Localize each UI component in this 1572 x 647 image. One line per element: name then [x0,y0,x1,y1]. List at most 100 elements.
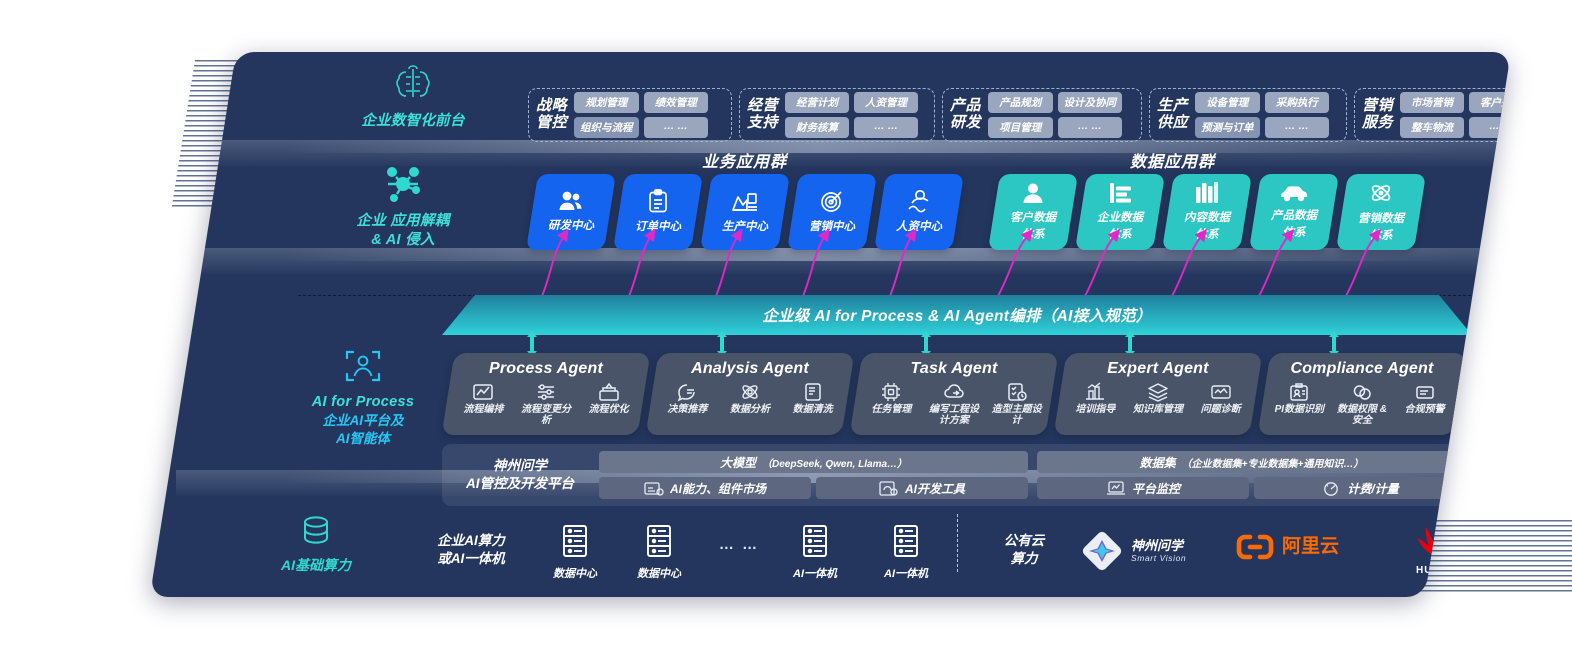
card-label: 研发中心 [548,220,594,233]
tag[interactable]: … … [643,117,709,138]
link-arrow-icon [1329,331,1339,357]
function-label: 数据清洗 [792,404,833,415]
function-label: 编写工程设计方案 [929,404,979,427]
data-card-content[interactable]: 内容数据 体系 [1161,174,1253,250]
agent-card-task[interactable]: Task Agent 任务管理 编写工程设计方案 造型主题设计 [849,353,1059,435]
smartvision-logo [1082,531,1122,571]
group-production[interactable]: 生产 供应 设备管理 采购执行 预测与订单 … … [1149,88,1347,142]
rail-infrastructure: AI基础算力 [231,514,401,574]
layer-infrastructure: AI基础算力 企业AI算力 或AI一体机 数据中心 [236,510,1511,594]
building-icon [1109,182,1131,203]
tag[interactable]: 经营计划 [785,92,850,113]
card-label: 生产中心 [722,220,768,233]
agent-function[interactable]: PI数据识别 [1270,382,1329,415]
bar-label: AI能力、组件市场 [669,481,766,496]
infra-label-line1: 企业AI算力 [437,533,505,548]
agent-function[interactable]: 知识库管理 [1129,382,1188,415]
data-card-marketing[interactable]: 营销数据 体系 [1335,174,1427,250]
agent-card-process[interactable]: Process Agent 流程编排 流程变更分析 流程优化 [441,353,651,435]
infra-node-datacenter-2[interactable]: 数据中心 [620,524,698,581]
dataset-bar[interactable]: 数据集 （企业数据集+专业数据集+通用知识…） [1037,451,1466,473]
agent-card-expert[interactable]: Expert Agent 培训指导 知识库管理 问题诊断 [1053,353,1263,435]
function-label: 知识库管理 [1133,404,1183,415]
group-strategy[interactable]: 战略 管控 规划管理 绩效管理 组织与流程 … … [528,88,732,142]
agent-function[interactable]: 任务管理 [862,382,921,415]
agent-card-compliance[interactable]: Compliance Agent PI数据识别 数据权限 & 安全 合规预 [1257,353,1467,435]
tag[interactable]: … … [1469,117,1512,138]
banner-text: 企业级 AI for Process & AI Agent编排（AI接入规范） [762,308,1152,325]
agent-function[interactable]: 流程变更分析 [517,382,576,427]
agent-function[interactable]: 决策推荐 [658,382,717,415]
infra-label: 数据中心 [553,568,597,580]
data-group-title: 数据应用群 [1130,154,1216,171]
agent-function[interactable]: 培训指导 [1066,382,1125,415]
group-marketing[interactable]: 营销 服务 市场营销 客户关系 整车物流 … … [1354,88,1512,142]
tag[interactable]: 设备管理 [1195,92,1260,113]
tag[interactable]: 人资管理 [854,92,919,113]
ai-devtool-bar[interactable]: AI开发工具 [816,477,1028,499]
infra-node-ai-appliance-2[interactable]: AI一体机 [867,524,945,581]
app-card-hr-center[interactable]: 人资中心 [873,174,965,250]
tag[interactable]: … … [1264,117,1330,138]
database-icon [304,516,328,544]
vendor-smartvision[interactable]: 神州问学 Smart Vision [1081,530,1271,572]
group-name: 生产 供应 [1157,97,1189,131]
speech-bubble-icon [677,384,696,402]
tag[interactable]: 产品规划 [988,92,1053,113]
agent-name: Task Agent [910,360,998,377]
tag[interactable]: 设计及协同 [1057,92,1123,113]
tag[interactable]: 组织与流程 [574,117,639,138]
card-label: 人资中心 [896,221,942,234]
clipboard-icon [649,189,667,213]
ai-market-bar[interactable]: AI能力、组件市场 [599,477,811,499]
app-card-order-center[interactable]: 订单中心 [612,174,704,250]
agent-function[interactable]: 数据分析 [721,382,780,415]
data-card-enterprise[interactable]: 企业数据 体系 [1074,174,1166,250]
data-card-product[interactable]: 产品数据 体系 [1248,174,1340,250]
tag[interactable]: 客户关系 [1469,92,1512,113]
app-card-rnd-center[interactable]: 研发中心 [525,174,617,250]
card-label-2: 体系 [1108,228,1132,241]
agent-function[interactable]: 合规预警 [1395,382,1454,415]
agent-function[interactable]: 流程编排 [454,382,513,415]
dataset-note: （企业数据集+专业数据集+通用知识…） [1181,458,1364,470]
tag[interactable]: 整车物流 [1400,117,1465,138]
business-group-title: 业务应用群 [702,154,788,171]
server-icon [803,525,827,557]
agent-function[interactable]: 流程优化 [579,382,638,415]
infra-node-datacenter-1[interactable]: 数据中心 [536,524,614,581]
vendor-aliyun[interactable]: 阿里云 [1236,534,1416,560]
tag[interactable]: 财务核算 [785,117,850,138]
tag[interactable]: 绩效管理 [643,92,709,113]
billing-bar[interactable]: 计费/计量 [1254,477,1466,499]
users-icon [559,191,582,211]
agent-function[interactable]: 问题诊断 [1191,382,1250,415]
link-arrow-icon [717,331,727,357]
infra-node-ai-appliance-1[interactable]: AI一体机 [776,524,854,581]
app-card-marketing-center[interactable]: 营销中心 [786,174,878,250]
monitor-bar[interactable]: 平台监控 [1037,477,1249,499]
tag[interactable]: 市场营销 [1400,92,1465,113]
llm-label: 大模型 [719,455,756,470]
agent-function[interactable]: 编写工程设计方案 [925,382,984,427]
agent-function[interactable]: 造型主题设计 [987,382,1046,427]
target-icon [821,191,842,213]
tag[interactable]: 规划管理 [574,92,639,113]
llm-bar[interactable]: 大模型 （DeepSeek, Qwen, Llama…） [599,451,1028,473]
tag[interactable]: 采购执行 [1264,92,1330,113]
group-rnd[interactable]: 产品 研发 产品规划 设计及协同 项目管理 … … [942,88,1142,142]
agent-card-analysis[interactable]: Analysis Agent 决策推荐 数据分析 数据清洗 [645,353,855,435]
data-card-customer[interactable]: 客户数据 体系 [987,174,1079,250]
rail-applications: 企业 应用解耦 & AI 侵入 [318,160,488,250]
app-card-production-center[interactable]: 生产中心 [699,174,791,250]
tag[interactable]: 项目管理 [988,117,1053,138]
function-label: 流程变更分析 [521,404,571,427]
group-operations[interactable]: 经营 支持 经营计划 人资管理 财务核算 … … [739,88,935,142]
agent-function[interactable]: 数据清洗 [783,382,842,415]
tag[interactable]: … … [1057,117,1123,138]
tag[interactable]: … … [854,117,919,138]
customer-icon [1023,183,1043,203]
function-label: 任务管理 [871,404,912,415]
agent-function[interactable]: 数据权限 & 安全 [1333,382,1392,427]
tag[interactable]: 预测与订单 [1195,117,1260,138]
